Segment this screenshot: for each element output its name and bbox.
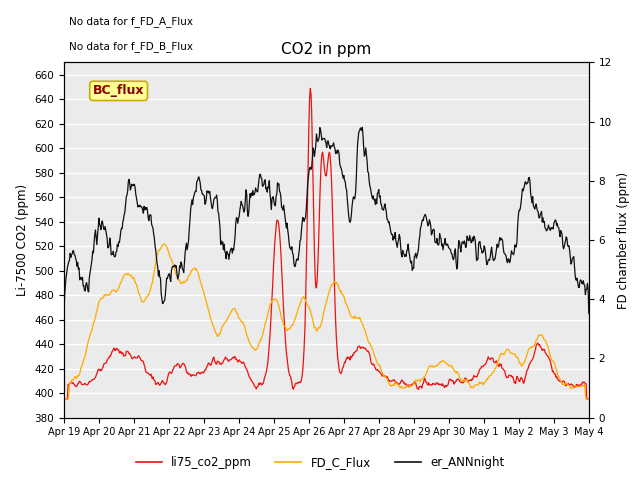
Title: CO2 in ppm: CO2 in ppm bbox=[281, 42, 372, 57]
Text: No data for f_FD_B_Flux: No data for f_FD_B_Flux bbox=[69, 41, 193, 52]
Text: BC_flux: BC_flux bbox=[93, 84, 145, 97]
Y-axis label: FD chamber flux (ppm): FD chamber flux (ppm) bbox=[618, 171, 630, 309]
Text: No data for f_FD_A_Flux: No data for f_FD_A_Flux bbox=[69, 16, 193, 27]
Legend: li75_co2_ppm, FD_C_Flux, er_ANNnight: li75_co2_ppm, FD_C_Flux, er_ANNnight bbox=[131, 452, 509, 474]
Y-axis label: Li-7500 CO2 (ppm): Li-7500 CO2 (ppm) bbox=[16, 184, 29, 296]
